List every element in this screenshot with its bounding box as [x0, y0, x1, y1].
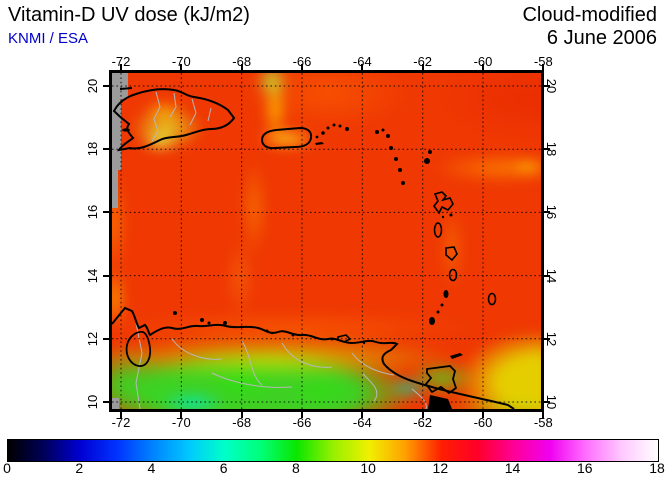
lon-label-top: -62: [413, 54, 433, 69]
lat-label-right: 16: [544, 205, 559, 220]
colorbar-label: 10: [360, 460, 376, 476]
axis-tick: [542, 412, 545, 418]
lat-label-left: 14: [85, 268, 100, 283]
lon-label-top: -64: [352, 54, 372, 69]
no-data-region: [112, 170, 118, 208]
colorbar-gradient: [8, 440, 658, 461]
lat-label-left: 18: [85, 141, 100, 157]
credit-label: KNMI / ESA: [8, 30, 89, 47]
axis-tick: [544, 337, 550, 340]
uv-dose-field: [112, 73, 541, 409]
axis-tick: [103, 337, 109, 340]
coastlines: [112, 87, 515, 409]
lon-label-bottom: -62: [413, 415, 433, 430]
lat-label-right: 20: [544, 78, 559, 94]
axis-tick: [120, 64, 122, 70]
colorbar-label: 16: [576, 460, 593, 476]
colorbar-label: 18: [649, 460, 665, 476]
lat-label-right: 10: [544, 394, 559, 410]
graticule: [112, 73, 541, 409]
small-islands: [122, 123, 463, 409]
lon-label-bottom: -68: [232, 415, 252, 430]
lon-label-bottom: -60: [473, 415, 493, 430]
lon-label-bottom: -72: [111, 415, 131, 430]
lon-label-bottom: -66: [292, 415, 312, 430]
axis-tick: [542, 64, 545, 70]
borders-rivers: [135, 91, 427, 409]
colorbar-label: 2: [75, 460, 84, 476]
coastlines-layer: [112, 73, 541, 409]
lat-label-left: 20: [85, 78, 100, 94]
axis-tick: [103, 211, 109, 214]
no-data-region: [112, 398, 119, 409]
colorbar-label: 0: [3, 460, 11, 476]
lon-label-top: -66: [292, 54, 312, 69]
axis-tick: [120, 412, 122, 418]
axis-tick: [544, 85, 550, 87]
colorbar-label: 8: [291, 460, 300, 476]
lon-label-top: -72: [111, 54, 131, 69]
mode-label: Cloud-modified: [522, 4, 657, 26]
axis-tick: [300, 412, 303, 418]
axis-tick: [421, 412, 424, 418]
colorbar: [7, 439, 659, 462]
axis-tick: [361, 64, 364, 70]
lon-label-top: -60: [473, 54, 493, 69]
axis-tick: [103, 148, 109, 151]
lat-label-left: 10: [85, 394, 100, 410]
lon-label-bottom: -64: [352, 415, 372, 430]
axis-tick: [421, 64, 424, 70]
axis-tick: [481, 64, 484, 70]
colorbar-label: 6: [219, 460, 228, 476]
lon-label-top: -68: [232, 54, 252, 69]
axis-tick: [103, 274, 109, 277]
colorbar-label: 4: [147, 460, 156, 476]
map-frame: [103, 64, 550, 418]
lat-label-right: 18: [544, 141, 559, 157]
map-area: [112, 73, 541, 409]
lon-label-top: -70: [171, 54, 191, 69]
colorbar-label: 14: [504, 460, 521, 476]
axis-tick: [481, 412, 484, 418]
lat-label-left: 16: [85, 205, 100, 220]
axis-tick: [300, 64, 303, 70]
axis-tick: [240, 412, 243, 418]
axis-tick: [544, 401, 550, 403]
lon-label-bottom: -70: [171, 415, 191, 430]
no-data-region: [112, 73, 121, 170]
lat-label-left: 12: [85, 331, 100, 347]
axis-tick: [103, 85, 109, 87]
axis-tick: [180, 412, 183, 418]
lat-label-right: 14: [544, 268, 559, 283]
axis-tick: [544, 148, 550, 151]
axis-tick: [544, 274, 550, 277]
lon-label-bottom: -58: [533, 415, 553, 430]
axis-tick: [180, 64, 183, 70]
axis-tick: [103, 401, 109, 403]
page-title: Vitamin-D UV dose (kJ/m2): [8, 4, 250, 26]
date-label: 6 June 2006: [546, 27, 657, 49]
axis-tick: [240, 64, 243, 70]
axis-tick: [361, 412, 364, 418]
colorbar-label: 12: [432, 460, 449, 476]
lon-label-top: -58: [533, 54, 553, 69]
lat-label-right: 12: [544, 331, 559, 347]
axis-tick: [544, 211, 550, 214]
